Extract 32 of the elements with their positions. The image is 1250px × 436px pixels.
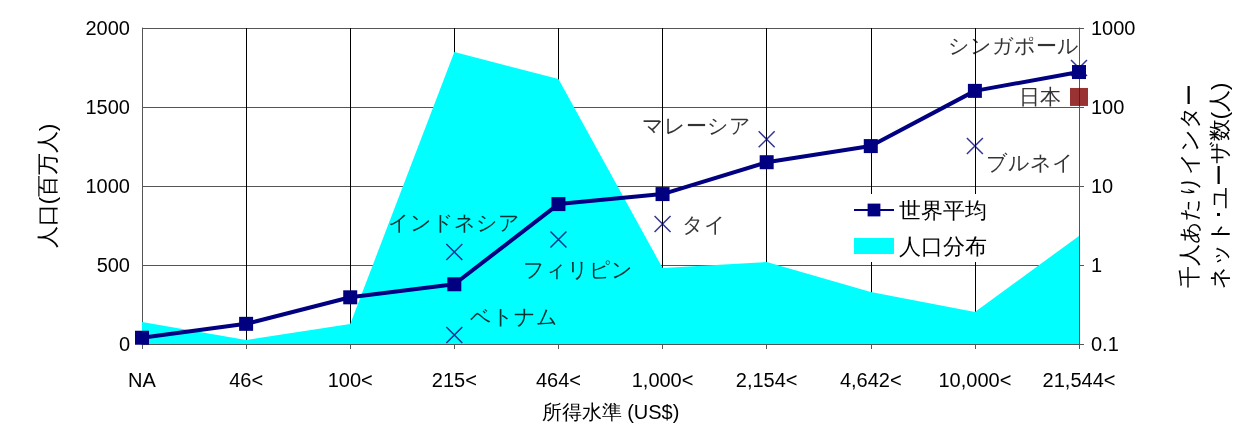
x-tick-label: 100< — [327, 369, 373, 391]
x-tick-label: 46< — [229, 369, 264, 391]
data-label: ベトナム — [469, 305, 558, 329]
x-tick-label: 21,544< — [1042, 369, 1116, 391]
data-label: ブルネイ — [986, 150, 1075, 174]
legend-label: 世界平均 — [899, 197, 987, 223]
y-tick-label: 1500 — [85, 96, 130, 118]
y2-tick-label: 100 — [1091, 96, 1125, 118]
x-tick-label: 464< — [535, 369, 581, 391]
data-label: インドネシア — [388, 210, 521, 234]
x-tick-label: 215< — [431, 369, 477, 391]
x-axis-title: 所得水準 (US$) — [541, 401, 680, 423]
y-tick-label: 0 — [118, 333, 130, 355]
y2-axis-title: 千人あたりインターネット･ユーザ数(人) — [1176, 82, 1232, 290]
x-tick-label: 1,000< — [631, 369, 694, 391]
x-tick-label: 4,642< — [839, 369, 902, 391]
y2-tick-label: 10 — [1091, 175, 1114, 197]
x-tick-label: NA — [128, 369, 157, 391]
y-tick-label: 2000 — [85, 17, 130, 39]
data-label: フィリピン — [523, 258, 634, 282]
y-tick-label: 500 — [96, 254, 130, 276]
data-label: 日本 — [1019, 85, 1061, 109]
x-tick-label: 10,000< — [938, 369, 1012, 391]
y2-tick-label: 1 — [1091, 254, 1103, 276]
legend-label: 人口分布 — [899, 233, 987, 259]
data-label: タイ — [682, 212, 727, 236]
y-axis-title: 人口(百万人) — [34, 123, 60, 249]
y2-tick-label: 1000 — [1091, 17, 1136, 39]
data-label: マレーシア — [642, 113, 752, 137]
y-tick-label: 1000 — [85, 175, 130, 197]
x-tick-label: 2,154< — [735, 369, 798, 391]
y2-tick-label: 0.1 — [1091, 333, 1119, 355]
